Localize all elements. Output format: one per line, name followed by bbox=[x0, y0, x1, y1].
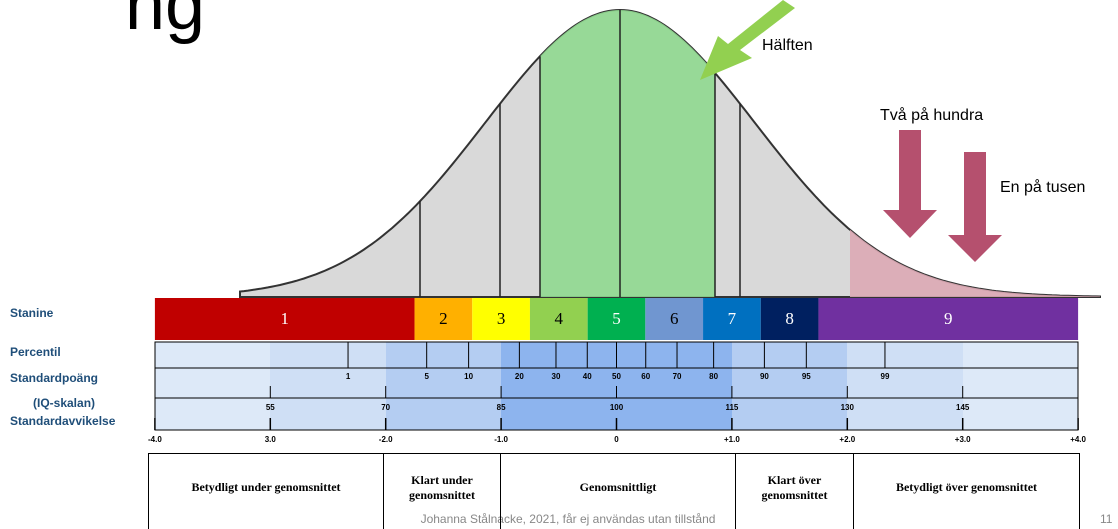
sd-label: -1.0 bbox=[494, 435, 508, 444]
annotation: Hälften bbox=[762, 37, 813, 54]
percentile-label: 20 bbox=[515, 372, 524, 381]
category-cell: Klart över genomsnittet bbox=[735, 453, 853, 529]
percentile-label: 5 bbox=[424, 372, 429, 381]
slide: ng Hälften Två på hundra En på tusen Sta… bbox=[0, 0, 1118, 529]
iq-label: 115 bbox=[725, 403, 738, 412]
category-cell: Betydligt under genomsnittet bbox=[148, 453, 383, 529]
stanine-label: 5 bbox=[612, 309, 621, 328]
percentile-label: 99 bbox=[881, 372, 890, 381]
pink-arrow bbox=[948, 152, 1002, 262]
percentile-label: 60 bbox=[641, 372, 650, 381]
iq-label: 145 bbox=[956, 403, 970, 412]
page-number: 11 bbox=[1100, 512, 1113, 526]
iq-label: 100 bbox=[610, 403, 624, 412]
annotation: Två på hundra bbox=[880, 106, 983, 124]
sd-label: 3.0 bbox=[265, 435, 277, 444]
sd-label: -2.0 bbox=[379, 435, 393, 444]
percentile-label: 30 bbox=[552, 372, 561, 381]
diagram: ng Hälften Två på hundra En på tusen Sta… bbox=[0, 0, 1118, 529]
stanine-label: 9 bbox=[944, 309, 953, 328]
percentile-label: 1 bbox=[346, 372, 351, 381]
iq-label: 55 bbox=[266, 403, 275, 412]
iq-label: 130 bbox=[841, 403, 855, 412]
iq-label: 70 bbox=[381, 403, 390, 412]
sd-label: +1.0 bbox=[724, 435, 740, 444]
stanine-label: 3 bbox=[497, 309, 506, 328]
stanine-label: 6 bbox=[670, 309, 679, 328]
percentile-label: 90 bbox=[760, 372, 769, 381]
title-fragment: ng bbox=[125, 0, 205, 45]
percentile-label: 10 bbox=[464, 372, 473, 381]
percentile-label: 80 bbox=[709, 372, 718, 381]
percentile-label: 95 bbox=[802, 372, 811, 381]
category-cell: Klart under genomsnittet bbox=[383, 453, 500, 529]
stanine-label: 8 bbox=[785, 309, 794, 328]
stanine-label: 1 bbox=[280, 309, 289, 328]
pink-arrow bbox=[883, 130, 937, 238]
sd-label: +4.0 bbox=[1070, 435, 1086, 444]
percentile-label: 50 bbox=[612, 372, 621, 381]
stanine-label: 4 bbox=[555, 309, 564, 328]
stanine-label: 7 bbox=[728, 309, 737, 328]
percentile-label: 70 bbox=[673, 372, 682, 381]
row-label: Percentil bbox=[10, 345, 61, 359]
sd-label: 0 bbox=[614, 435, 619, 444]
row-label: (IQ-skalan) bbox=[33, 396, 95, 410]
category-cell: Genomsnittligt bbox=[500, 453, 735, 529]
row-label: Stanine bbox=[10, 306, 54, 320]
sd-label: -4.0 bbox=[148, 435, 162, 444]
row-label: Standardavvikelse bbox=[10, 414, 116, 428]
category-cell: Betydligt över genomsnittet bbox=[853, 453, 1080, 529]
iq-label: 85 bbox=[497, 403, 506, 412]
annotation: En på tusen bbox=[1000, 178, 1085, 196]
sd-label: +3.0 bbox=[955, 435, 971, 444]
percentile-label: 40 bbox=[583, 372, 592, 381]
stanine-label: 2 bbox=[439, 309, 448, 328]
row-label: Standardpoäng bbox=[10, 371, 98, 385]
sd-label: +2.0 bbox=[839, 435, 855, 444]
